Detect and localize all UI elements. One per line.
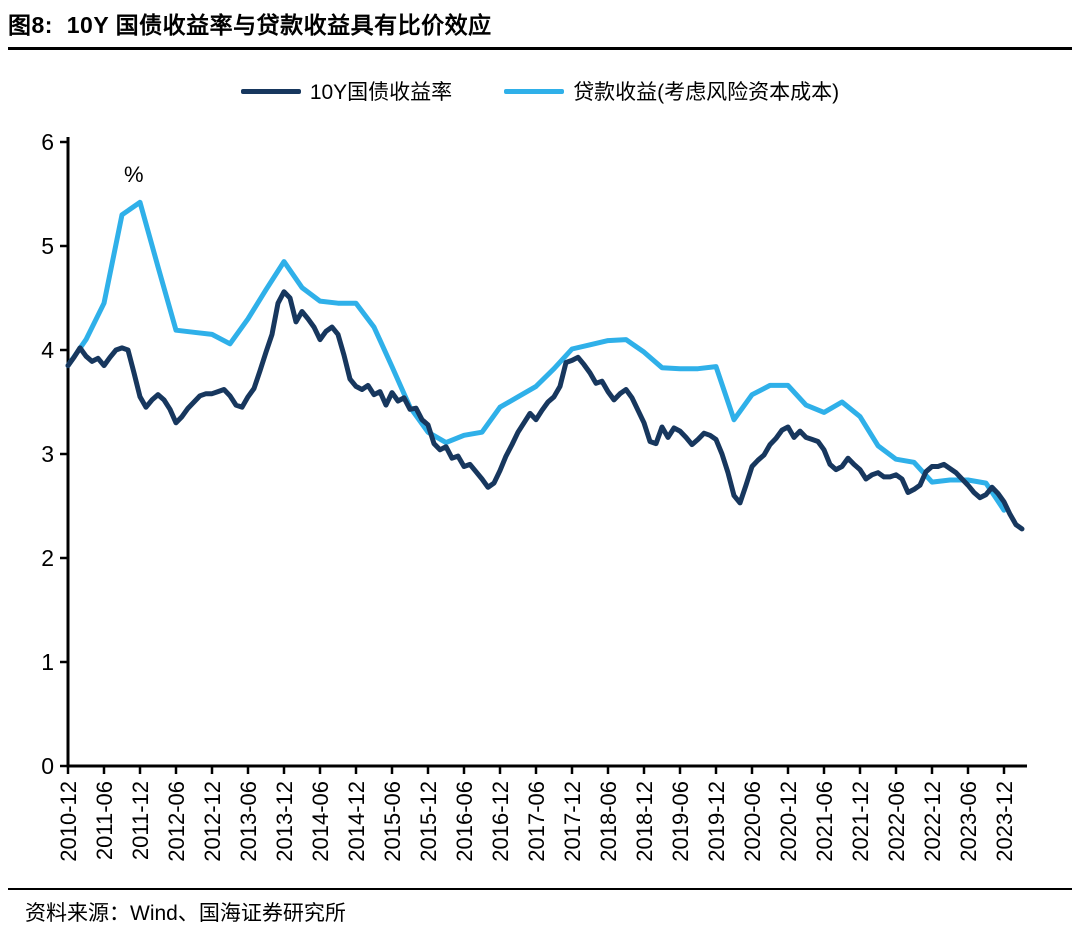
x-tick-label: 2019-12 — [704, 781, 729, 862]
x-tick-label: 2019-06 — [668, 781, 693, 862]
x-tick-label: 2016-06 — [452, 781, 477, 862]
y-tick-label: 6 — [41, 129, 54, 155]
x-tick-label: 2015-06 — [380, 781, 405, 862]
x-tick-label: 2013-06 — [236, 781, 261, 862]
x-tick-label: 2012-12 — [200, 781, 225, 862]
x-tick-label: 2013-12 — [272, 781, 297, 862]
x-tick-label: 2011-06 — [92, 781, 117, 860]
series-line-loan-yield — [65, 199, 1007, 513]
x-tick-label: 2020-12 — [776, 781, 801, 862]
y-tick-label: 0 — [41, 753, 54, 779]
x-tick-label: 2023-06 — [956, 781, 981, 862]
figure-title: 图8: 10Y 国债收益率与贷款收益具有比价效应 — [8, 12, 492, 38]
y-tick-label: 2 — [41, 545, 54, 571]
legend-item-loan-yield: 贷款收益(考虑风险资本成本) — [504, 76, 839, 106]
x-tick-label: 2012-06 — [164, 781, 189, 862]
legend-label-loan-yield: 贷款收益(考虑风险资本成本) — [573, 81, 840, 104]
x-tick-label: 2016-12 — [488, 781, 513, 862]
x-tick-label: 2022-06 — [884, 781, 909, 862]
y-tick-label: 1 — [41, 649, 54, 675]
x-tick-label: 2015-12 — [416, 781, 441, 862]
x-tick-label: 2020-06 — [740, 781, 765, 862]
chart-legend: 10Y国债收益率 贷款收益(考虑风险资本成本) — [0, 76, 1080, 106]
figure-footer: 资料来源：Wind、国海证券研究所 — [8, 888, 1072, 927]
x-tick-label: 2014-06 — [308, 781, 333, 862]
x-tick-label: 2022-12 — [920, 781, 945, 862]
x-tick-label: 2017-06 — [524, 781, 549, 862]
legend-line-icon-sky — [504, 88, 565, 94]
x-tick-label: 2021-12 — [848, 781, 873, 862]
legend-item-10y-bond-yield: 10Y国债收益率 — [240, 76, 453, 106]
x-tick-label: 2014-12 — [344, 781, 369, 862]
y-tick-label: 4 — [41, 337, 54, 363]
source-note: 资料来源：Wind、国海证券研究所 — [25, 902, 346, 925]
series-line-10y-bond-yield — [65, 289, 1025, 532]
x-tick-label: 2018-06 — [596, 781, 621, 862]
figure-header: 图8: 10Y 国债收益率与贷款收益具有比价效应 — [8, 6, 1072, 50]
y-tick-label: 3 — [41, 441, 54, 467]
x-tick-label: 2023-12 — [992, 781, 1017, 862]
x-tick-label: 2011-12 — [128, 781, 153, 860]
x-tick-label: 2010-12 — [56, 781, 81, 862]
legend-label-10y-bond-yield: 10Y国债收益率 — [309, 81, 453, 104]
x-tick-label: 2021-06 — [812, 781, 837, 862]
legend-line-icon-navy — [240, 88, 301, 94]
x-tick-label: 2018-12 — [632, 781, 657, 862]
percent-unit-label: % — [124, 162, 144, 187]
x-tick-label: 2017-12 — [560, 781, 585, 862]
y-tick-label: 5 — [41, 233, 54, 259]
